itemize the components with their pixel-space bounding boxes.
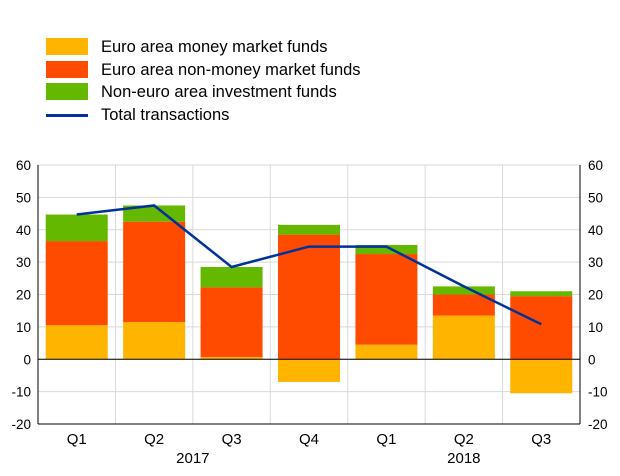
bar-segment bbox=[123, 221, 186, 323]
x-tick-label: Q1 bbox=[67, 431, 87, 448]
secondary-y-tick-label: -20 bbox=[588, 417, 608, 432]
secondary-y-tick-label: 50 bbox=[588, 190, 603, 205]
y-tick-label: 20 bbox=[16, 288, 31, 303]
secondary-y-tick-label: 10 bbox=[588, 320, 603, 335]
x-tick-label: Q1 bbox=[376, 431, 396, 448]
bar-segment bbox=[510, 296, 573, 360]
bar-segment bbox=[200, 266, 263, 288]
legend-label: Euro area money market funds bbox=[101, 38, 328, 56]
bar-segment bbox=[432, 294, 495, 316]
x-tick-label: Q3 bbox=[531, 431, 551, 448]
legend-label: Non-euro area investment funds bbox=[101, 83, 337, 102]
bar-segment bbox=[45, 325, 108, 360]
y-tick-label: -20 bbox=[11, 417, 31, 432]
legend-color-swatch bbox=[46, 60, 88, 78]
x-tick-label: Q2 bbox=[454, 431, 474, 448]
x-tick-label: Q3 bbox=[222, 431, 242, 448]
legend-line-swatch bbox=[46, 114, 88, 118]
legend-color-swatch bbox=[46, 83, 88, 101]
y-tick-label: 40 bbox=[16, 223, 31, 238]
y-tick-label: 0 bbox=[23, 352, 31, 367]
bar-segment bbox=[278, 224, 340, 235]
chart-legend: Euro area money market funds Euro area no… bbox=[46, 36, 466, 127]
y-tick-label: -10 bbox=[11, 385, 31, 400]
bar-segment bbox=[200, 356, 263, 360]
secondary-y-tick-label: 60 bbox=[588, 158, 603, 173]
year-label: 2018 bbox=[447, 450, 480, 467]
bar-segment bbox=[123, 322, 186, 360]
secondary-y-tick-label: -10 bbox=[588, 385, 608, 400]
x-tick-label: Q2 bbox=[144, 431, 164, 448]
secondary-y-tick-label: 40 bbox=[588, 223, 603, 238]
legend-item: Total transactions bbox=[46, 104, 466, 127]
secondary-y-tick-label: 30 bbox=[588, 255, 603, 270]
legend-label: Total transactions bbox=[101, 106, 230, 125]
bar-segment bbox=[45, 241, 108, 326]
secondary-y-tick-label: 0 bbox=[588, 352, 596, 367]
legend-item: Euro area money market funds bbox=[46, 36, 466, 59]
bar-segment bbox=[355, 244, 418, 255]
legend-label: Euro area non-money market funds bbox=[101, 60, 361, 79]
bar-segment bbox=[278, 234, 340, 360]
total-transactions-line bbox=[76, 204, 542, 326]
legend-color-swatch bbox=[46, 38, 88, 55]
bar-segment bbox=[200, 287, 263, 357]
bar-segment bbox=[432, 286, 495, 295]
y-tick-label: 50 bbox=[16, 190, 31, 205]
y-tick-label: 60 bbox=[16, 158, 31, 173]
legend-item: Non-euro area investment funds bbox=[46, 81, 466, 104]
year-label: 2017 bbox=[176, 450, 209, 467]
secondary-y-tick-label: 20 bbox=[588, 288, 603, 303]
bar-segment bbox=[45, 214, 108, 242]
y-tick-label: 10 bbox=[16, 320, 31, 335]
bar-segment bbox=[510, 291, 573, 297]
bar-segment bbox=[510, 359, 573, 394]
bar-segment bbox=[432, 315, 495, 360]
bar-segment bbox=[278, 359, 340, 382]
y-tick-label: 30 bbox=[16, 255, 31, 270]
bar-segment bbox=[355, 344, 418, 360]
x-tick-label: Q4 bbox=[299, 431, 319, 448]
bar-segment bbox=[355, 254, 418, 345]
legend-item: Euro area non-money market funds bbox=[46, 59, 466, 82]
